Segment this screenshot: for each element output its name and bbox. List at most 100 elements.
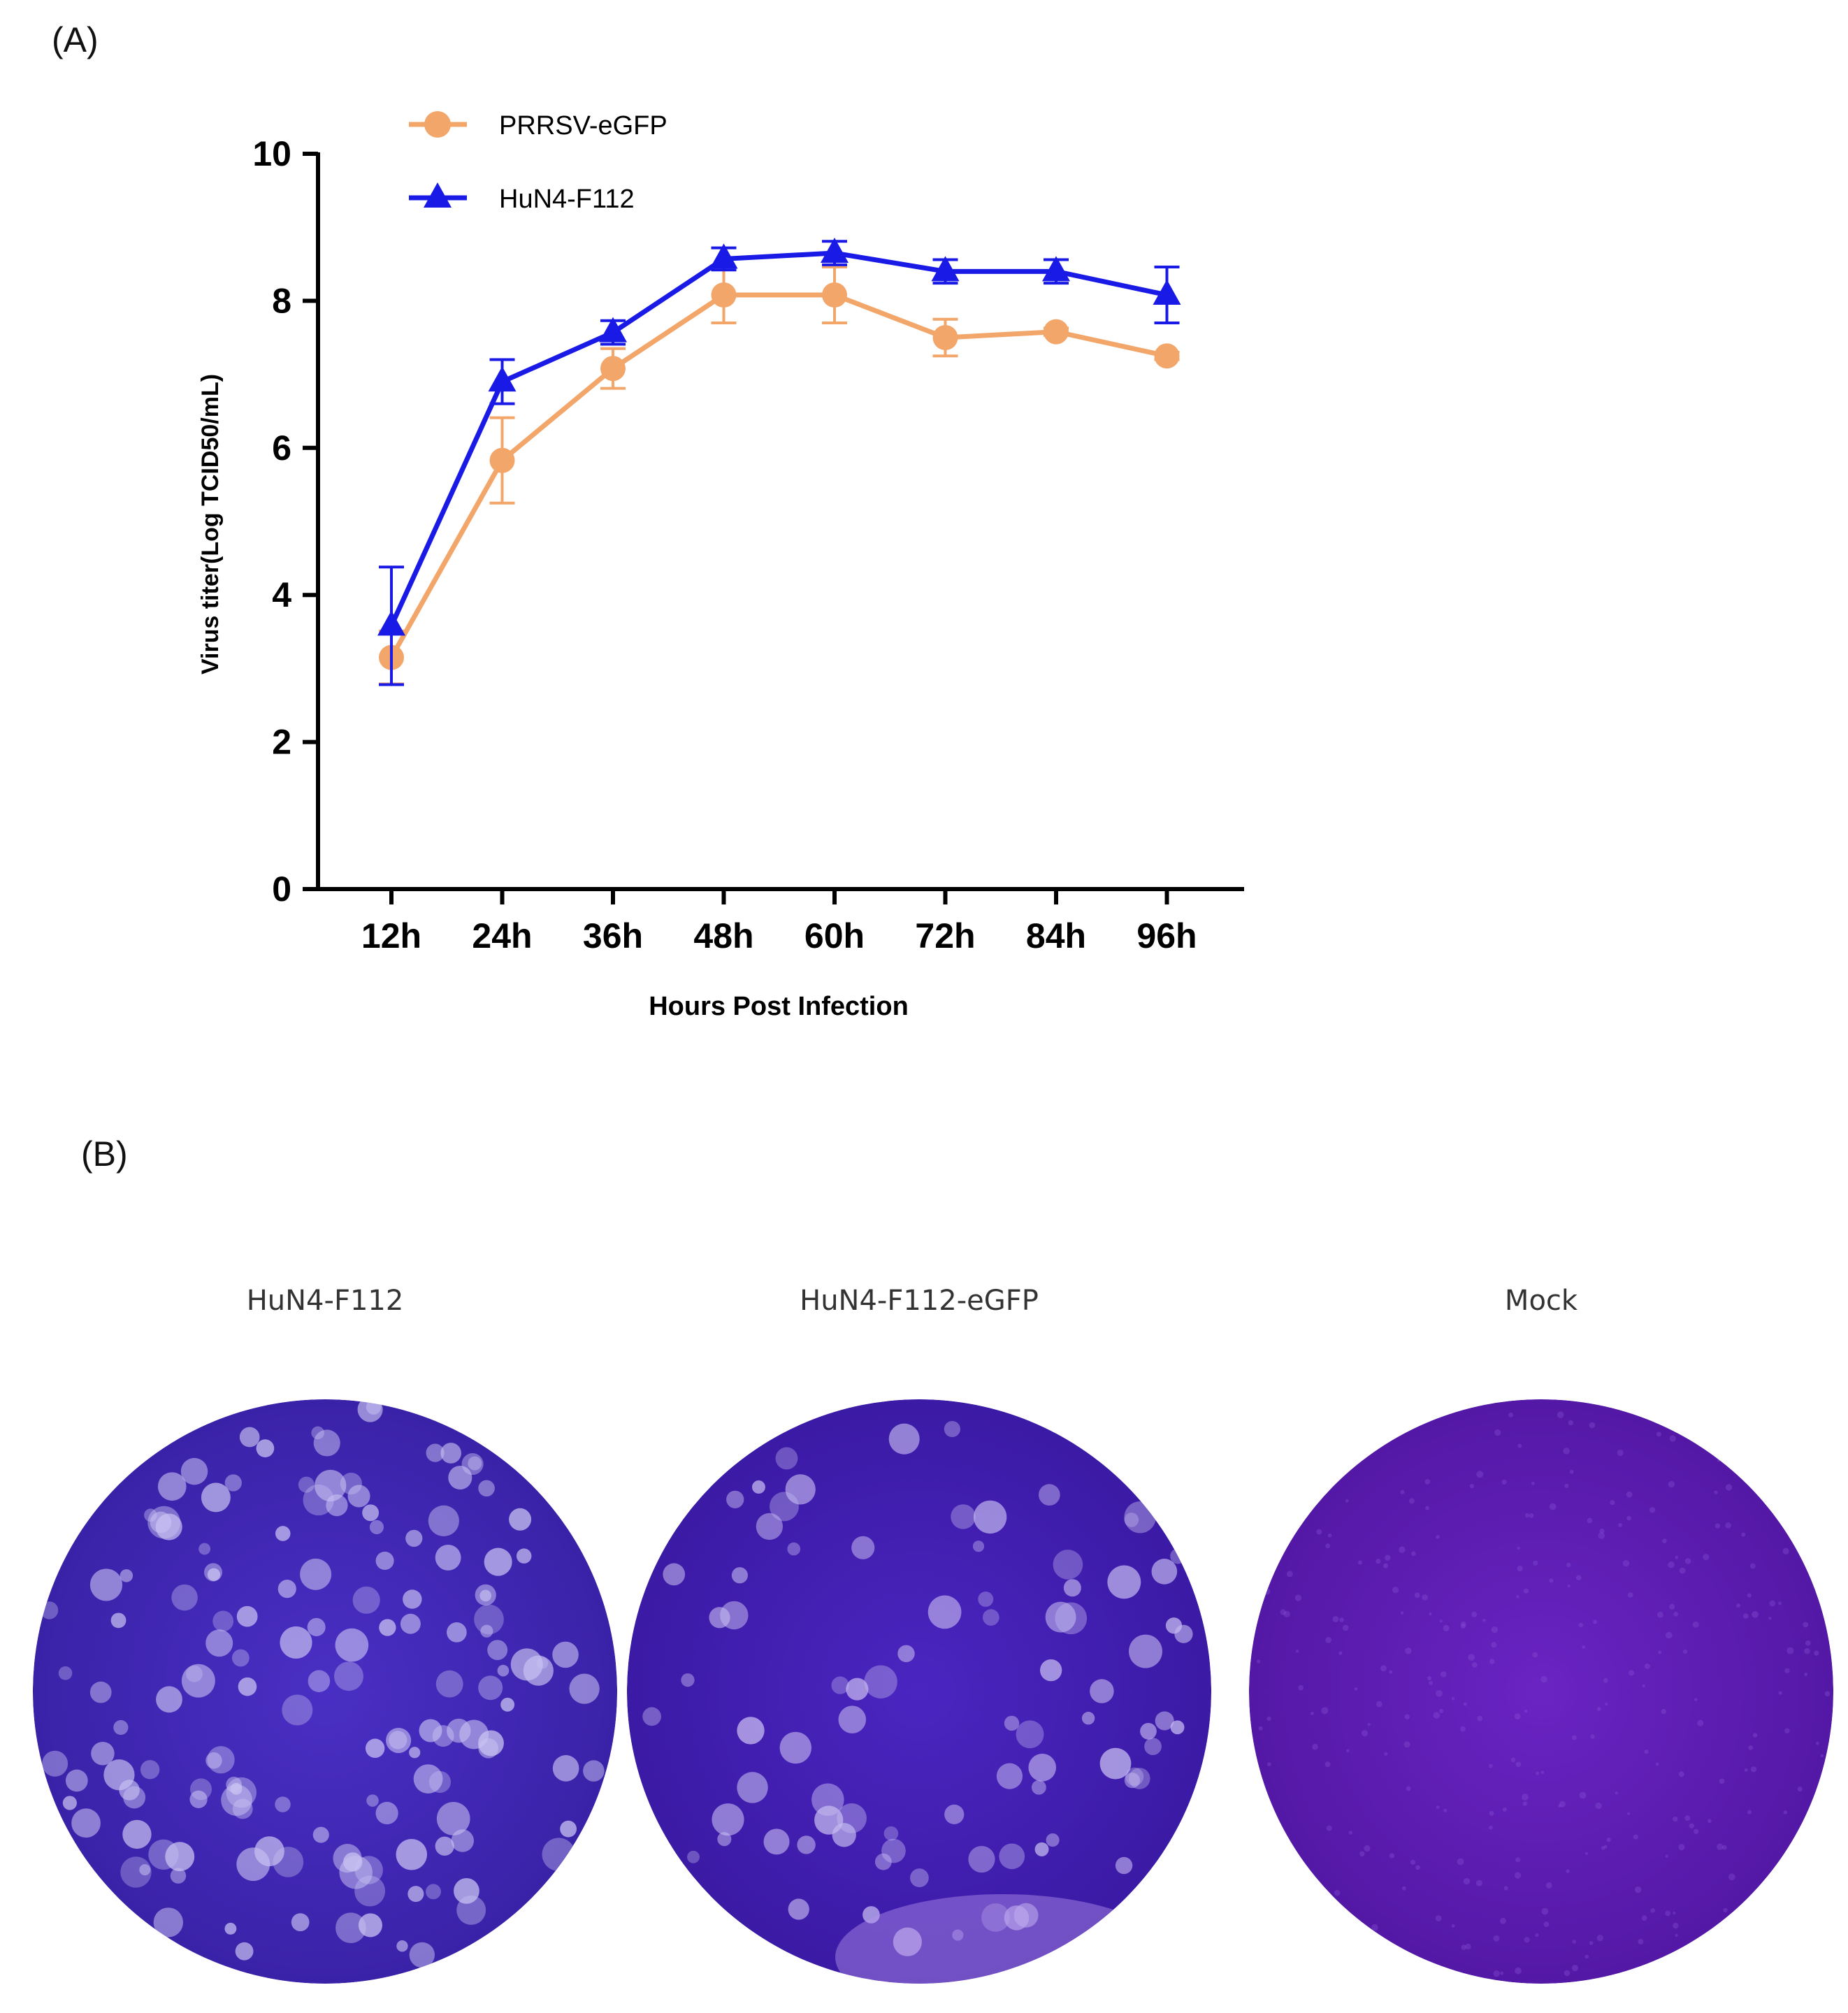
texture-speck <box>1266 1762 1271 1767</box>
texture-speck <box>1463 1702 1467 1706</box>
plaque-spot <box>409 1747 421 1759</box>
plaque-spot <box>973 1500 1007 1534</box>
plaque-spot <box>221 1784 252 1816</box>
texture-speck <box>1572 1940 1577 1944</box>
plaque-spot <box>171 1584 198 1611</box>
plaque-spot <box>150 1511 172 1534</box>
texture-speck <box>1266 1716 1271 1722</box>
plaque-spot <box>737 1772 768 1803</box>
texture-speck <box>1463 1877 1471 1885</box>
texture-speck <box>1524 1937 1530 1943</box>
plaque-spot <box>1140 1722 1157 1740</box>
texture-speck <box>1747 1593 1752 1598</box>
texture-speck <box>1592 1619 1597 1624</box>
plaque-spot <box>140 1760 160 1780</box>
plaque-spot <box>862 1906 880 1924</box>
texture-speck <box>1468 1654 1475 1661</box>
plaque-spot <box>509 1508 532 1531</box>
texture-speck <box>1310 1711 1314 1715</box>
plaque-spot <box>787 1542 801 1556</box>
texture-speck <box>1357 1560 1362 1565</box>
plaque-spot <box>396 1940 408 1952</box>
y-axis-label: Virus titer(Log TCID50/mL) <box>197 374 224 674</box>
texture-speck <box>1741 1532 1746 1537</box>
texture-speck <box>1679 1567 1686 1574</box>
texture-speck <box>1599 1528 1605 1534</box>
plaque-spot <box>893 1927 922 1956</box>
texture-speck <box>1517 1546 1520 1550</box>
texture-speck <box>1719 1778 1725 1784</box>
texture-speck <box>1627 1592 1633 1598</box>
texture-speck <box>1312 1743 1318 1750</box>
texture-speck <box>1736 1603 1740 1608</box>
texture-speck <box>1367 1723 1371 1726</box>
texture-speck <box>1748 1745 1754 1750</box>
texture-speck <box>1500 1917 1506 1924</box>
plaque-spot <box>560 1820 577 1838</box>
plaque-spot <box>62 1796 77 1810</box>
plaque-spot <box>717 1832 732 1847</box>
texture-speck <box>1327 1533 1332 1538</box>
texture-speck <box>1617 1449 1624 1456</box>
texture-speck <box>1717 1458 1721 1462</box>
plaque-spot <box>952 1929 964 1941</box>
texture-speck <box>1545 1882 1552 1889</box>
plaque-spot <box>1034 1842 1049 1856</box>
texture-speck <box>1783 1810 1788 1814</box>
legend-item: HuN4-F112 <box>409 182 635 214</box>
plaque-spot <box>307 1617 326 1637</box>
texture-speck <box>1535 1933 1539 1938</box>
texture-speck <box>1595 1802 1602 1810</box>
plaque-spot <box>756 1513 784 1541</box>
texture-speck <box>1488 1763 1493 1768</box>
texture-speck <box>1522 1801 1527 1806</box>
plaque-spot <box>347 1485 370 1508</box>
texture-speck <box>1389 1853 1395 1859</box>
plaque-spot <box>1155 1711 1174 1731</box>
plaque-spot <box>583 1760 605 1782</box>
texture-speck <box>1436 1689 1443 1697</box>
texture-speck <box>1359 1851 1365 1857</box>
texture-speck <box>1531 1481 1535 1485</box>
plaque-spot <box>1144 1738 1162 1756</box>
texture-speck <box>1598 1532 1605 1539</box>
texture-speck <box>1392 1587 1399 1594</box>
texture-speck <box>1768 1617 1772 1620</box>
texture-speck <box>1564 1483 1569 1489</box>
plaque-spot <box>201 1482 231 1513</box>
plaque-spot <box>770 1492 799 1522</box>
texture-speck <box>1589 1941 1594 1945</box>
texture-speck <box>1501 1479 1507 1485</box>
plaque-spot <box>1099 1747 1132 1780</box>
plaque-spot <box>454 1878 479 1904</box>
plaque-spot <box>1045 1601 1076 1633</box>
plaque-spot <box>435 1836 454 1856</box>
plaque-spot <box>71 1808 101 1838</box>
texture-speck <box>1742 1613 1749 1619</box>
texture-speck <box>1634 1886 1642 1893</box>
x-tick-label: 60h <box>804 916 865 955</box>
plaque-spot <box>846 1678 869 1701</box>
texture-speck <box>1728 1873 1735 1881</box>
plaque-spot <box>927 1595 962 1629</box>
y-tick-label: 8 <box>272 281 291 320</box>
texture-speck <box>1494 1429 1501 1436</box>
texture-speck <box>1469 1484 1475 1489</box>
plaque-spot <box>435 1670 463 1698</box>
texture-speck <box>1429 1680 1434 1685</box>
plaque-spot <box>1090 1679 1114 1703</box>
texture-speck <box>1326 1825 1332 1831</box>
texture-speck <box>1626 1812 1631 1815</box>
texture-speck <box>1414 1592 1420 1599</box>
texture-speck <box>1476 1471 1484 1478</box>
texture-speck <box>1721 1845 1727 1850</box>
plaque-spot <box>226 1776 242 1793</box>
plaque-spot <box>726 1490 744 1508</box>
texture-speck <box>1533 1560 1538 1566</box>
texture-speck <box>1460 1621 1466 1627</box>
plaque-spot <box>480 1624 493 1638</box>
texture-speck <box>1258 1726 1263 1731</box>
plaque-spot <box>400 1613 421 1634</box>
texture-speck <box>1649 1507 1656 1513</box>
legend-label: PRRSV-eGFP <box>499 111 667 140</box>
